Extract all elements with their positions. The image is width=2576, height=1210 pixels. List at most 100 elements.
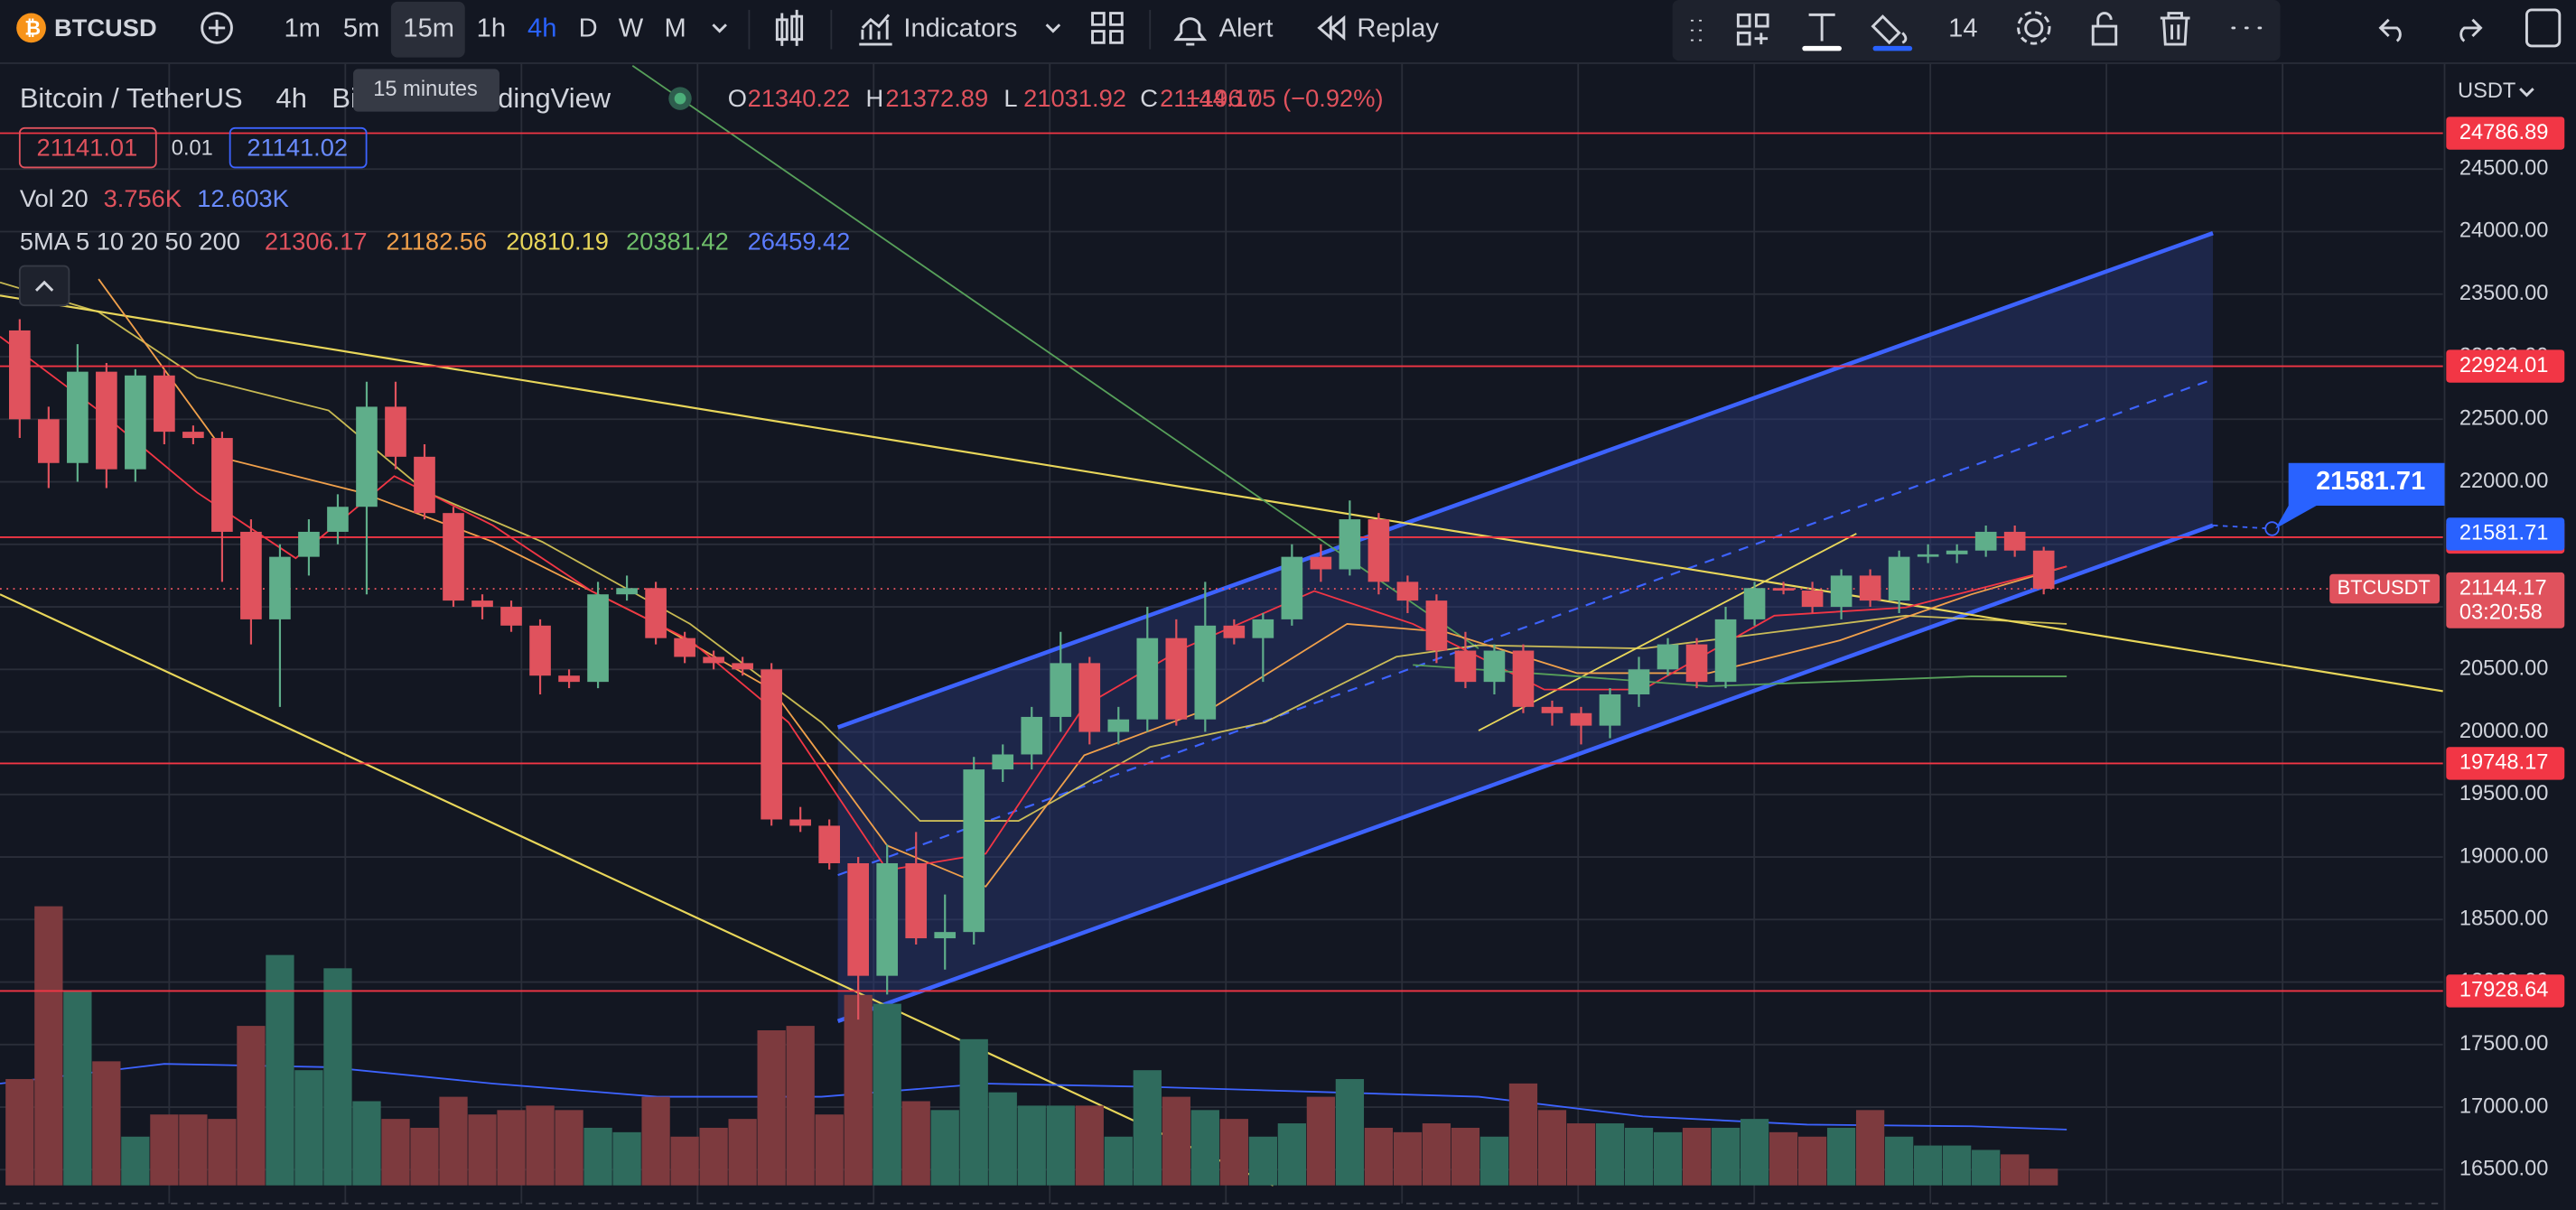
ask[interactable]: 21141.02 — [247, 134, 348, 162]
volume-ma-value: 12.603K — [197, 184, 289, 212]
ohlc-value: 21031.92 — [1023, 84, 1126, 112]
callout-text[interactable]: 21581.71 — [2316, 467, 2425, 496]
bid-box[interactable] — [18, 126, 157, 169]
replay-icon — [1317, 14, 1346, 41]
replay[interactable]: Replay — [1357, 14, 1439, 42]
candle-body — [1570, 712, 1592, 726]
y-tick-label: 17000.00 — [2459, 1094, 2549, 1118]
volume-bar — [439, 1096, 468, 1186]
price-axis[interactable] — [2444, 63, 2576, 1210]
candle-body — [1021, 716, 1043, 755]
volume-bar — [1682, 1127, 1712, 1186]
interval[interactable]: 4h — [527, 14, 556, 42]
channel-lower[interactable] — [836, 523, 2214, 1024]
last-price-bg — [2446, 572, 2565, 628]
font-size[interactable]: 14 — [1948, 14, 1977, 42]
y-tick-label: 23500.00 — [2459, 282, 2549, 305]
ma-line — [1413, 664, 2067, 687]
lock[interactable] — [2091, 12, 2118, 46]
bid[interactable]: 21141.01 — [37, 134, 138, 162]
candle-body — [182, 432, 204, 439]
favorites[interactable] — [1736, 13, 1769, 46]
volume-bar — [1566, 1123, 1596, 1186]
spread: 0.01 — [172, 137, 213, 161]
volume-bar — [1219, 1119, 1248, 1186]
candles — [9, 319, 2055, 1020]
candle-body — [1281, 556, 1303, 619]
legend: Bitcoin / TetherUS 4h Binance · TradingV… — [18, 69, 1384, 307]
collapse-icon — [34, 280, 54, 292]
volume-bar — [497, 1110, 526, 1186]
volume-bar — [121, 1136, 150, 1186]
interval[interactable]: 5m — [343, 14, 379, 42]
interval[interactable]: 15m — [403, 14, 454, 42]
candle-body — [703, 656, 724, 664]
trend-line[interactable] — [0, 294, 2443, 693]
ask-box[interactable] — [229, 126, 368, 169]
volume-bar — [150, 1114, 179, 1186]
undo[interactable] — [2378, 18, 2402, 42]
volume-name: Vol 20 — [20, 184, 89, 212]
volume-bar — [526, 1105, 555, 1186]
volume-bar — [468, 1114, 497, 1186]
chevron[interactable] — [1045, 23, 1061, 33]
interval[interactable]: D — [579, 14, 598, 42]
candle-body — [1223, 625, 1246, 638]
drag-handle[interactable] — [1690, 19, 1702, 42]
chart-type[interactable] — [775, 9, 804, 46]
intervals: 1m 5m 15m 1h 4h D W M — [284, 14, 686, 42]
candle-body — [1628, 669, 1650, 694]
interval-menu[interactable] — [712, 23, 727, 33]
ohlc-key: H — [866, 84, 884, 112]
layout-icon[interactable] — [1091, 12, 1124, 44]
delete[interactable] — [2160, 12, 2190, 46]
callout-bg[interactable] — [2275, 462, 2445, 529]
chevron — [2519, 88, 2534, 98]
candle-body — [674, 638, 695, 657]
add-symbol[interactable] — [201, 12, 233, 44]
level-label-bg — [2446, 116, 2565, 150]
interval[interactable]: 1h — [477, 14, 506, 42]
candle-body — [443, 513, 464, 601]
candle-body — [1194, 625, 1217, 720]
candle-body — [789, 819, 811, 826]
candle-body — [1425, 600, 1448, 651]
anchor[interactable] — [2264, 521, 2280, 536]
volume-bar — [323, 968, 352, 1186]
indicators[interactable]: Indicators — [903, 14, 1017, 42]
symbol[interactable]: BTCUSD — [54, 14, 157, 42]
volume-ma — [0, 1063, 2067, 1131]
candle-body — [471, 600, 493, 608]
alert-icon — [1173, 17, 1208, 46]
currency[interactable]: USDT — [2458, 79, 2515, 103]
y-tick-label: 22000.00 — [2459, 470, 2549, 493]
channel-upper[interactable] — [836, 231, 2214, 730]
trend-line[interactable] — [1478, 533, 1857, 731]
volume-bar — [844, 994, 873, 1186]
ohlc-key: L — [1003, 84, 1017, 112]
settings[interactable] — [2024, 18, 2044, 38]
volume-bar — [1913, 1145, 1943, 1186]
candle-body — [934, 932, 957, 939]
redo — [2459, 18, 2483, 42]
volume-bar — [583, 1127, 612, 1186]
interval[interactable]: M — [664, 14, 686, 42]
alert[interactable]: Alert — [1219, 14, 1274, 42]
fullscreen[interactable] — [2525, 8, 2562, 48]
tooltip: 15 minutes — [373, 78, 478, 101]
interval[interactable]: W — [619, 14, 644, 42]
collapse-legend[interactable] — [18, 265, 70, 307]
candle-body — [1512, 650, 1535, 707]
fill-tool[interactable] — [1871, 14, 1908, 45]
y-tick-label: 16500.00 — [2459, 1158, 2549, 1181]
volume-bar — [1162, 1096, 1190, 1186]
text-tool[interactable] — [1808, 13, 1835, 42]
candle-body — [298, 531, 320, 557]
ohlc: O 21340.22 H 21372.89 L 21031.92 C 21144.17 — [728, 84, 1261, 112]
candle-body — [2003, 531, 2026, 551]
volume-value: 3.756K — [104, 184, 182, 212]
interval[interactable]: 1m — [284, 14, 320, 42]
volume-bar — [63, 990, 92, 1186]
candle-body — [1946, 550, 1968, 554]
trend-line[interactable] — [0, 593, 1274, 1187]
